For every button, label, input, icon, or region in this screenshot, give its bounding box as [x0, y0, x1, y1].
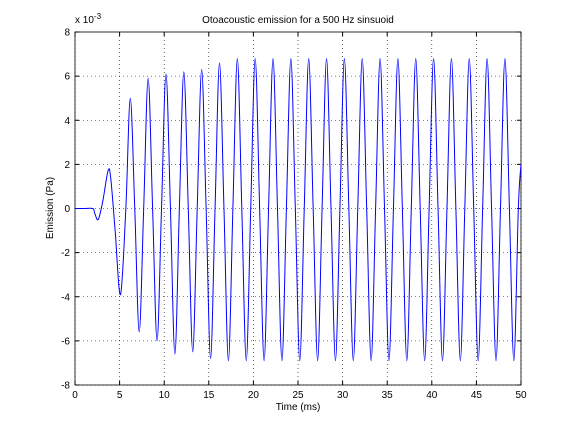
x-tick-label: 35 [382, 390, 394, 401]
x-tick-label: 50 [515, 390, 527, 401]
x-tick-label: 10 [159, 390, 171, 401]
line [74, 57, 522, 362]
x-tick-label: 15 [203, 390, 215, 401]
chart-title: Otoacoustic emission for a 500 Hz sinsuo… [202, 15, 394, 26]
y-axis-label: Emission (Pa) [45, 177, 56, 239]
x-tick-label: 25 [292, 390, 304, 401]
x-tick-label: 30 [337, 390, 349, 401]
y-tick-label: 0 [64, 204, 70, 215]
y-tick-label: 4 [64, 116, 70, 127]
x-tick-label: 0 [72, 390, 78, 401]
x-tick-label: 20 [248, 390, 260, 401]
y-tick-label: -6 [61, 336, 70, 347]
y-tick-label: 2 [64, 160, 70, 171]
x-tick-label: 45 [471, 390, 483, 401]
y-tick-label: 8 [64, 28, 70, 39]
x-tick-label: 5 [117, 390, 123, 401]
y-tick-label: 6 [64, 72, 70, 83]
y-tick-label: -8 [61, 381, 70, 392]
y-multiplier-exponent: -3 [94, 12, 102, 21]
y-tick-label: -4 [61, 292, 70, 303]
y-tick-label: -2 [61, 248, 70, 259]
x-tick-label: 40 [426, 390, 438, 401]
y-multiplier-base: x 10 [75, 15, 94, 26]
y-multiplier: x 10-3 [75, 12, 102, 26]
x-axis-label: Time (ms) [276, 402, 321, 413]
